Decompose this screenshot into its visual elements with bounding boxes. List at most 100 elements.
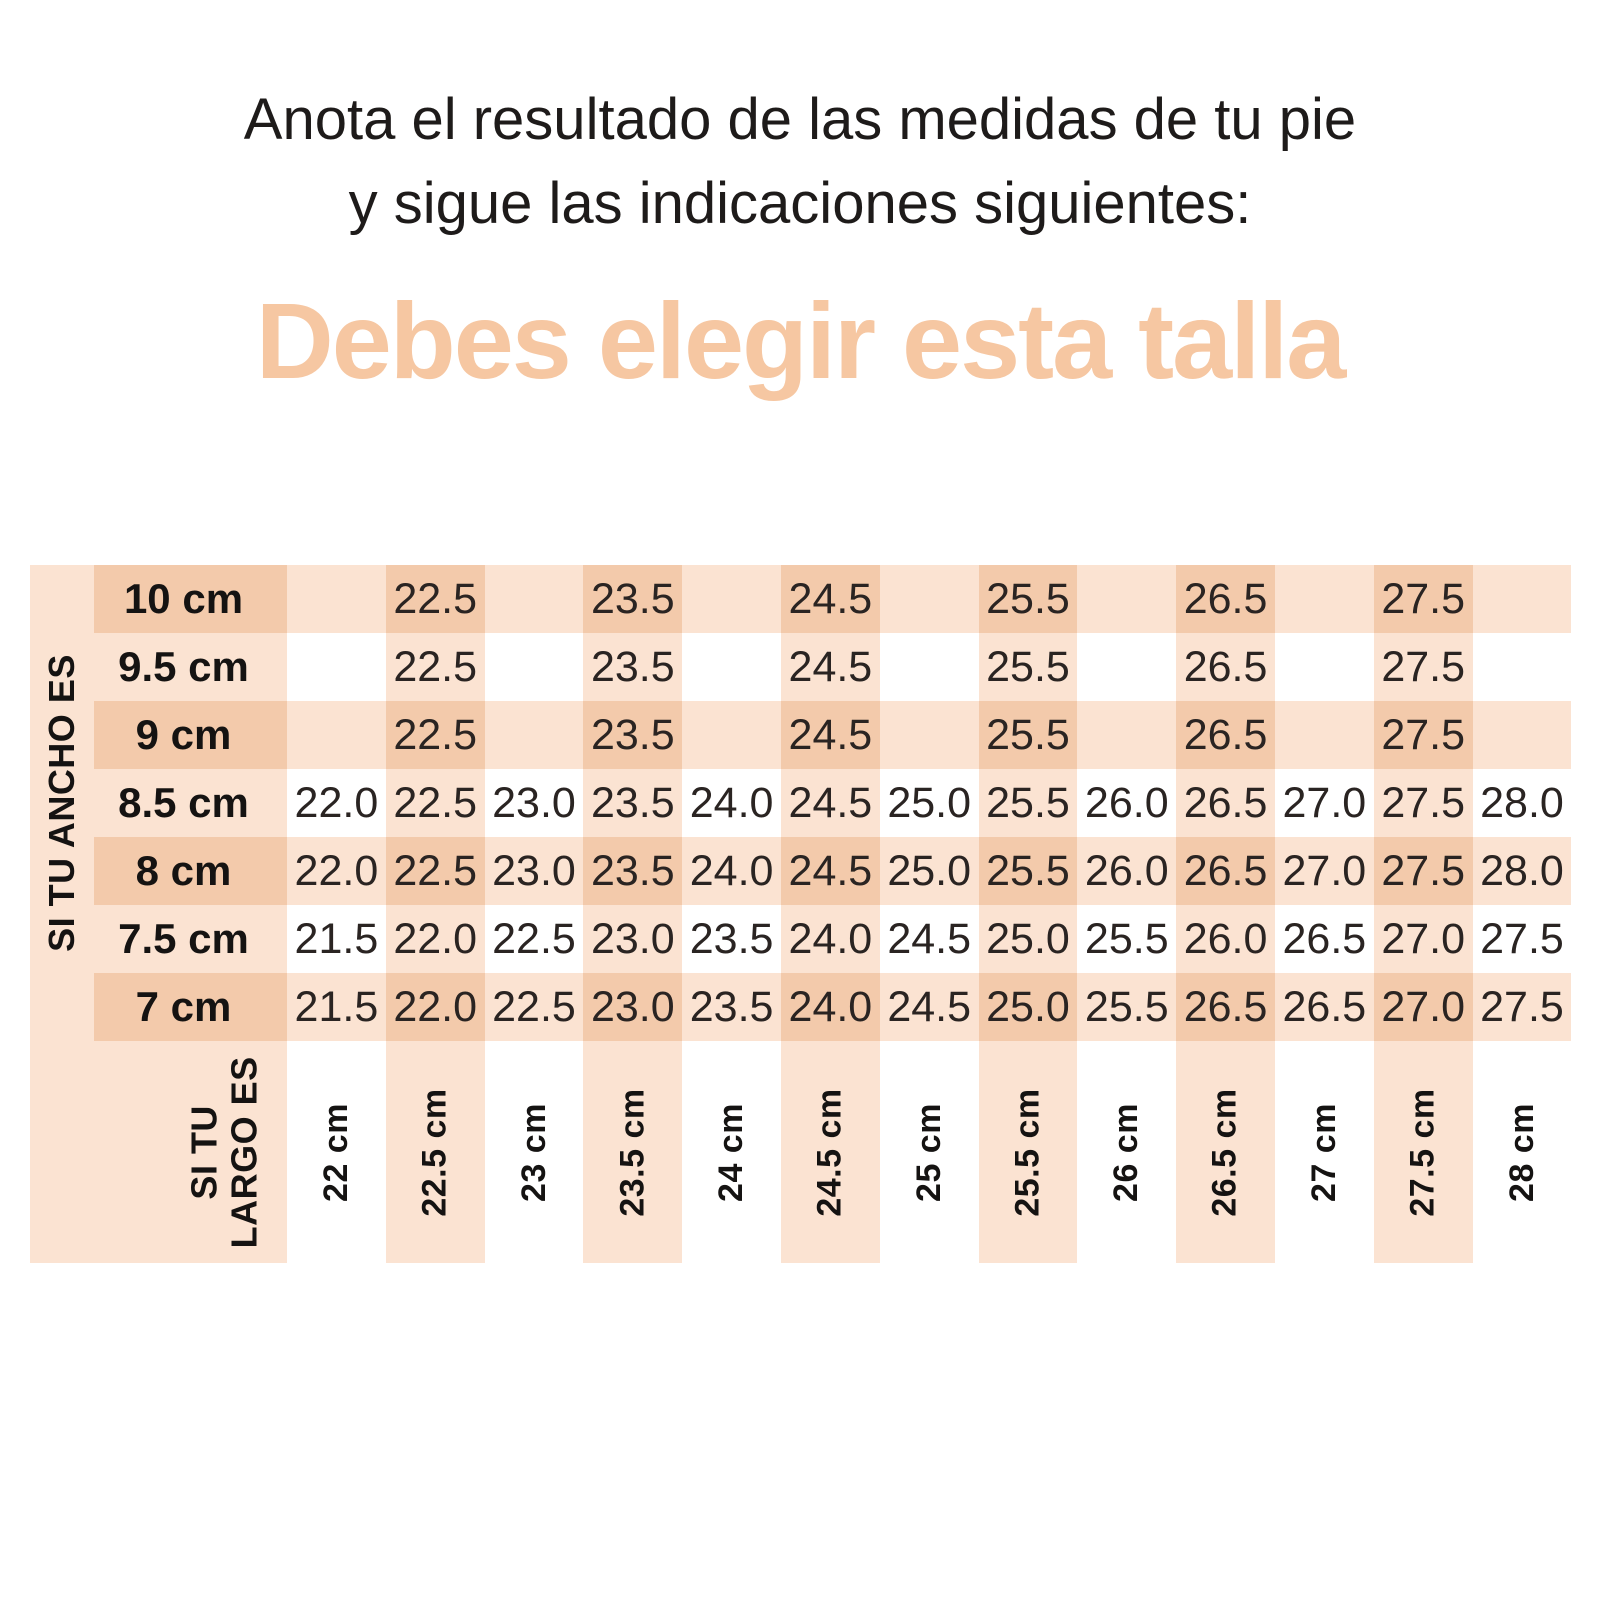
table-cell: 26.5 [1274,905,1374,973]
table-cell: 23.0 [484,837,584,905]
table-cell: 22.5 [484,973,584,1041]
table-cell [1472,565,1572,633]
col-label-cell: 23.5 cm [583,1041,683,1263]
row-label: 8 cm [94,837,287,905]
table-cell: 24.5 [780,701,880,769]
table-cell [1274,565,1374,633]
table-cell: 23.5 [583,837,683,905]
table-cell: 25.0 [978,973,1078,1041]
table-cell [1077,633,1177,701]
table-cell [879,701,979,769]
table-cell [682,701,781,769]
col-label: 26.5 cm [1206,1087,1245,1217]
headline: Debes elegir esta talla [255,280,1347,401]
table-cell: 21.5 [287,905,386,973]
table-cell: 27.0 [1373,973,1473,1041]
table-cell: 26.5 [1176,565,1275,633]
table-cell: 28.0 [1472,837,1572,905]
row-label: 7.5 cm [94,905,287,973]
table-cell: 24.5 [879,973,979,1041]
title-line-2: y sigue las indicaciones siguientes: [348,171,1252,237]
table-cell: 25.5 [978,633,1078,701]
table-cell: 27.5 [1373,837,1473,905]
col-label: 22 cm [316,1102,355,1202]
table-cell: 27.5 [1373,769,1473,837]
col-label: 27.5 cm [1403,1087,1442,1217]
col-label-cell: 27.5 cm [1373,1041,1473,1263]
table-cell: 23.5 [583,769,683,837]
col-label-cell: 24 cm [682,1041,781,1263]
table-cell: 27.0 [1274,837,1374,905]
table-cell [287,565,386,633]
table-cell: 24.0 [682,837,781,905]
table-cell: 22.5 [385,565,485,633]
table-cell: 26.5 [1176,701,1275,769]
table-cell: 24.5 [780,769,880,837]
table-cell: 22.5 [385,769,485,837]
table-cell: 27.5 [1472,905,1572,973]
table-cell: 22.5 [385,633,485,701]
table-cell: 24.0 [780,905,880,973]
table-cell: 24.5 [879,905,979,973]
table-cell: 23.5 [583,633,683,701]
table-cell [1274,701,1374,769]
table-cell: 22.0 [287,837,386,905]
table-cell: 26.0 [1077,769,1177,837]
table-cell: 25.5 [978,701,1078,769]
table-cell: 27.0 [1373,905,1473,973]
table-cell [1274,633,1374,701]
width-axis-cell: SI TU ANCHO ES [30,565,94,1041]
table-cell: 24.5 [780,633,880,701]
table-cell: 22.5 [385,701,485,769]
col-label-cell: 26.5 cm [1176,1041,1275,1263]
col-label-cell: 24.5 cm [780,1041,880,1263]
table-cell: 25.0 [978,905,1078,973]
table-cell [682,633,781,701]
title-line-1: Anota el resultado de las medidas de tu … [243,87,1357,152]
col-label-cell: 23 cm [484,1041,584,1263]
table-cell: 26.5 [1274,973,1374,1041]
col-label-cell: 25 cm [879,1041,979,1263]
table-cell [879,633,979,701]
table-cell: 23.5 [583,701,683,769]
size-chart-table: SI TU ANCHO ES 10 cm 22.5 23.5 24.5 25.5… [30,565,1572,1263]
table-cell: 25.5 [1077,973,1177,1041]
table-cell: 26.5 [1176,633,1275,701]
table-cell: 27.5 [1373,565,1473,633]
col-label: 24.5 cm [810,1087,849,1217]
col-label: 25.5 cm [1008,1087,1047,1217]
table-cell [682,565,781,633]
length-axis-line-1: SI TU [183,1104,225,1200]
table-cell: 24.0 [780,973,880,1041]
table-cell: 25.5 [978,769,1078,837]
table-cell [1077,565,1177,633]
table-cell: 25.5 [1077,905,1177,973]
table-cell: 23.0 [484,769,584,837]
table-cell [879,565,979,633]
length-axis-label: SI TU LARGO ES [183,1055,266,1249]
col-label: 25 cm [909,1102,948,1202]
table-cell: 23.0 [583,973,683,1041]
row-label: 10 cm [94,565,287,633]
table-cell [484,565,584,633]
col-label-cell: 22.5 cm [385,1041,485,1263]
table-cell: 28.0 [1472,769,1572,837]
length-axis-cell: SI TU LARGO ES [30,1041,287,1263]
length-axis-line-2: LARGO ES [223,1055,265,1249]
table-cell: 22.5 [484,905,584,973]
table-cell: 27.5 [1373,633,1473,701]
col-label-cell: 26 cm [1077,1041,1177,1263]
table-cell [484,633,584,701]
table-cell: 22.0 [385,905,485,973]
col-label-cell: 22 cm [287,1041,386,1263]
table-cell: 26.0 [1176,905,1275,973]
page-title: Anota el resultado de las medidas de tu … [0,78,1600,246]
table-cell: 22.0 [385,973,485,1041]
col-label: 22.5 cm [415,1087,454,1217]
table-cell: 23.5 [682,905,781,973]
row-label: 8.5 cm [94,769,287,837]
col-label-cell: 28 cm [1472,1041,1572,1263]
table-cell: 25.0 [879,837,979,905]
table-cell: 26.0 [1077,837,1177,905]
table-cell: 23.5 [583,565,683,633]
